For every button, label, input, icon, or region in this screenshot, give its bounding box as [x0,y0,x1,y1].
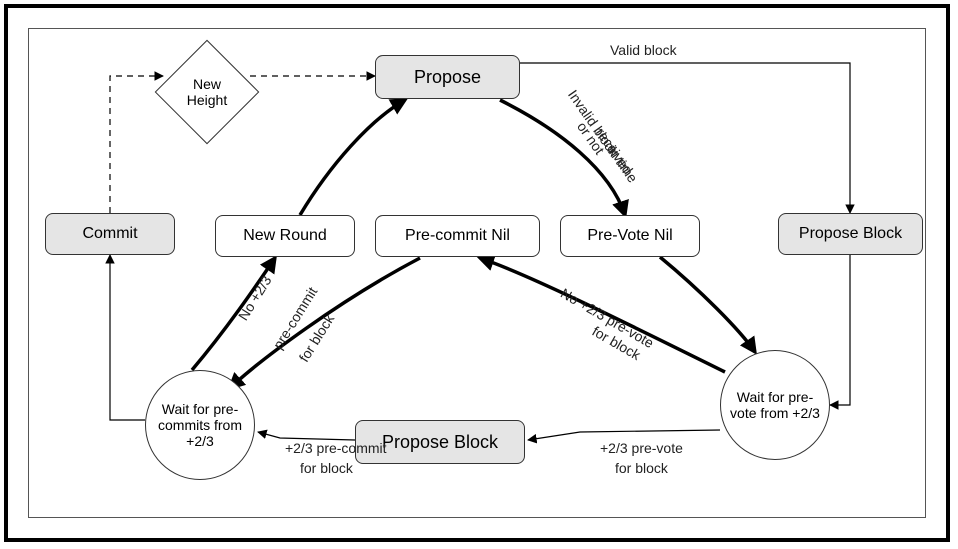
node-new_round: New Round [215,215,355,257]
node-prevote_nil-label: Pre-Vote Nil [587,227,672,245]
node-wait_precommit: Wait for pre-commits from +2/3 [145,370,255,480]
node-propose_block_r: Propose Block [778,213,923,255]
node-commit: Commit [45,213,175,255]
node-propose_block_r-label: Propose Block [799,225,902,243]
node-wait_prevote: Wait for pre-vote from +2/3 [720,350,830,460]
node-new_height-label: New Height [171,56,243,128]
node-propose: Propose [375,55,520,99]
node-propose-label: Propose [414,67,481,88]
node-precommit_nil-label: Pre-commit Nil [405,227,510,245]
node-wait_prevote-label: Wait for pre-vote from +2/3 [725,389,825,421]
node-precommit_nil: Pre-commit Nil [375,215,540,257]
node-commit-label: Commit [82,225,137,243]
node-new_round-label: New Round [243,227,327,245]
node-propose_block_b: Propose Block [355,420,525,464]
node-wait_precommit-label: Wait for pre-commits from +2/3 [150,401,250,449]
node-prevote_nil: Pre-Vote Nil [560,215,700,257]
node-propose_block_b-label: Propose Block [382,432,498,453]
diagram-canvas: { "frame": { "outer_border_color": "#000… [0,0,958,549]
